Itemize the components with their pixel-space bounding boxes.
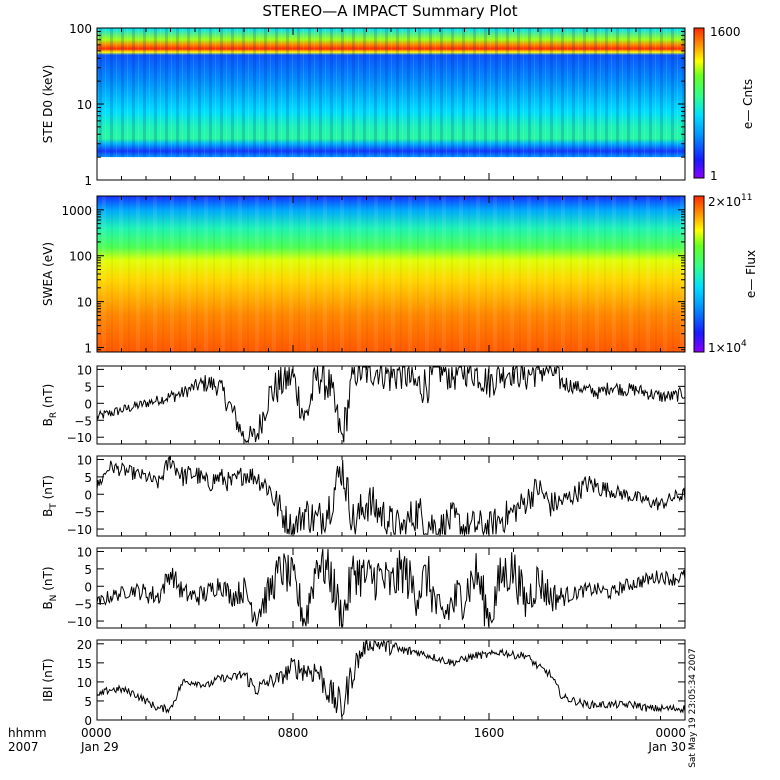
ste-ylabel: STE D0 (keV) bbox=[41, 65, 55, 144]
bn-trace bbox=[96, 548, 686, 627]
br-ylabel-sub: R bbox=[49, 412, 59, 418]
plot-title: STEREO—A IMPACT Summary Plot bbox=[262, 2, 517, 20]
hm-swea-texture bbox=[97, 196, 685, 352]
bt-y-tick-label: 10 bbox=[77, 453, 92, 467]
bt-y-tick-label: 5 bbox=[84, 471, 92, 485]
swea-colorbar-bottom-exp: 4 bbox=[741, 339, 747, 349]
ste-colorbar bbox=[693, 27, 705, 179]
bt-trace bbox=[96, 455, 686, 537]
hm-ste-texture bbox=[97, 28, 685, 158]
ste-colorbar-bottom: 1 bbox=[710, 169, 718, 183]
time-tick-label: 0800 bbox=[278, 726, 309, 740]
bn-y-tick-label: 10 bbox=[77, 545, 92, 559]
bn-y-tick-label: −10 bbox=[67, 615, 92, 629]
ste-y-tick-label: 100 bbox=[69, 22, 92, 36]
bt-ylabel-unit: (nT) bbox=[41, 475, 55, 503]
bmag-y-tick-label: 10 bbox=[77, 676, 92, 690]
ste-colorbar-label: e— Cnts bbox=[741, 79, 755, 129]
bmag-y-tick-label: 5 bbox=[84, 695, 92, 709]
bn-y-tick-label: −5 bbox=[74, 598, 92, 612]
br-ylabel-unit: (nT) bbox=[41, 384, 55, 412]
panel-bt: −10 −5 0 5 10 BT (nT) bbox=[41, 453, 686, 537]
bmag-ylabel-unit: (nT) bbox=[41, 658, 55, 686]
ste-colorbar-top: 1600 bbox=[710, 25, 741, 39]
bmag-ylabel-main: IBI bbox=[41, 686, 55, 701]
year-label: 2007 bbox=[8, 740, 39, 754]
ste-x-ticks bbox=[96, 28, 686, 180]
swea-y-tick-label: 1 bbox=[84, 342, 92, 356]
br-y-tick-label: −5 bbox=[74, 414, 92, 428]
swea-colorbar-bottom-base: 1×10 bbox=[708, 341, 741, 355]
panel-bmag: 0 5 10 15 20 IBI (nT) bbox=[41, 638, 686, 728]
ste-y-tick-label: 10 bbox=[77, 98, 92, 112]
time-tick-label: 0000 bbox=[655, 726, 686, 740]
bmag-y-tick-label: 15 bbox=[77, 657, 92, 671]
swea-colorbar-label: e— Flux bbox=[744, 250, 758, 298]
panel-br: −10 −5 0 5 10 BR (nT) bbox=[41, 363, 686, 445]
br-y-tick-label: −10 bbox=[67, 431, 92, 445]
br-ylabel: BR (nT) bbox=[41, 384, 59, 427]
bn-ylabel-unit: (nT) bbox=[41, 566, 55, 594]
swea-x-ticks bbox=[96, 196, 686, 352]
bn-y-tick-label: 0 bbox=[84, 580, 92, 594]
bt-frame bbox=[96, 455, 686, 537]
bn-ylabel: BN (nT) bbox=[41, 566, 59, 609]
hhmm-label: hhmm bbox=[8, 726, 47, 740]
swea-colorbar-top-base: 2×10 bbox=[708, 195, 741, 209]
panel-ste: 1 10 100 STE D0 (keV) 1600 1 e— Cnts bbox=[41, 22, 755, 188]
ste-y-tick-label: 1 bbox=[84, 174, 92, 188]
swea-y-tick-label: 10 bbox=[77, 296, 92, 310]
bmag-y-tick-label: 20 bbox=[77, 638, 92, 652]
swea-y-ticks: 1 10 100 1000 bbox=[61, 195, 685, 356]
time-tick-label: 1600 bbox=[474, 726, 505, 740]
br-y-tick-label: 10 bbox=[77, 363, 92, 377]
bt-y-tick-label: −10 bbox=[67, 523, 92, 537]
br-ylabel-main: B bbox=[41, 418, 55, 426]
ste-spectrogram bbox=[97, 28, 685, 158]
time-tick-label: 0000 bbox=[81, 726, 112, 740]
bt-y-tick-label: −5 bbox=[74, 506, 92, 520]
swea-ylabel: SWEA (eV) bbox=[41, 242, 55, 306]
date-tick-label: Jan 29 bbox=[80, 740, 119, 754]
bn-ylabel-sub: N bbox=[49, 595, 59, 602]
br-y-tick-label: 5 bbox=[84, 380, 92, 394]
swea-spectrogram bbox=[97, 196, 685, 352]
panel-swea: 1 10 100 1000 SWEA (eV) 2×1011 1×104 e— Flu… bbox=[41, 193, 758, 356]
swea-y-tick-label: 100 bbox=[69, 250, 92, 264]
date-tick-label: Jan 30 bbox=[647, 740, 686, 754]
bt-ylabel-main: B bbox=[41, 509, 55, 517]
br-y-tick-label: 0 bbox=[84, 397, 92, 411]
swea-colorbar-bottom: 1×104 bbox=[708, 339, 747, 355]
bmag-ylabel: IBI (nT) bbox=[41, 658, 55, 701]
swea-colorbar bbox=[693, 195, 705, 353]
br-trace bbox=[96, 365, 686, 444]
bt-ylabel-sub: T bbox=[49, 503, 59, 510]
swea-colorbar-top: 2×1011 bbox=[708, 193, 752, 209]
bn-y-tick-label: 5 bbox=[84, 563, 92, 577]
bmag-trace bbox=[96, 639, 686, 718]
swea-colorbar-top-exp: 11 bbox=[741, 193, 752, 203]
bmag-y-tick-label: 0 bbox=[84, 714, 92, 728]
ste-y-ticks: 1 10 100 bbox=[69, 22, 685, 188]
bt-y-tick-label: 0 bbox=[84, 488, 92, 502]
bt-ylabel: BT (nT) bbox=[41, 475, 59, 517]
panel-bn: −10 −5 0 5 10 BN (nT) bbox=[41, 545, 686, 629]
swea-y-tick-label: 1000 bbox=[61, 204, 92, 218]
bn-ylabel-main: B bbox=[41, 601, 55, 609]
timestamp: Sat May 19 23:05:34 2007 bbox=[688, 648, 698, 768]
